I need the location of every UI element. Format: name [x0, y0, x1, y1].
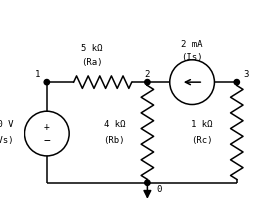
- Text: 1 kΩ: 1 kΩ: [191, 120, 212, 129]
- Text: (Ra): (Ra): [81, 57, 102, 66]
- Text: 4 kΩ: 4 kΩ: [104, 120, 125, 129]
- Text: (Vs): (Vs): [0, 136, 13, 145]
- Text: 2 mA: 2 mA: [181, 40, 203, 49]
- Circle shape: [145, 180, 150, 185]
- Text: 3: 3: [243, 70, 249, 79]
- Circle shape: [44, 79, 50, 85]
- Text: (Is): (Is): [181, 53, 203, 62]
- Text: (Rc): (Rc): [191, 136, 212, 145]
- Text: −: −: [43, 136, 50, 146]
- Circle shape: [234, 79, 240, 85]
- Text: 20 V: 20 V: [0, 120, 13, 129]
- Text: 1: 1: [35, 70, 41, 79]
- Circle shape: [145, 79, 150, 85]
- Text: 2: 2: [145, 70, 150, 79]
- Text: (Rb): (Rb): [104, 136, 125, 145]
- Text: 0: 0: [156, 185, 162, 194]
- Text: 5 kΩ: 5 kΩ: [81, 44, 102, 53]
- Text: +: +: [44, 122, 50, 132]
